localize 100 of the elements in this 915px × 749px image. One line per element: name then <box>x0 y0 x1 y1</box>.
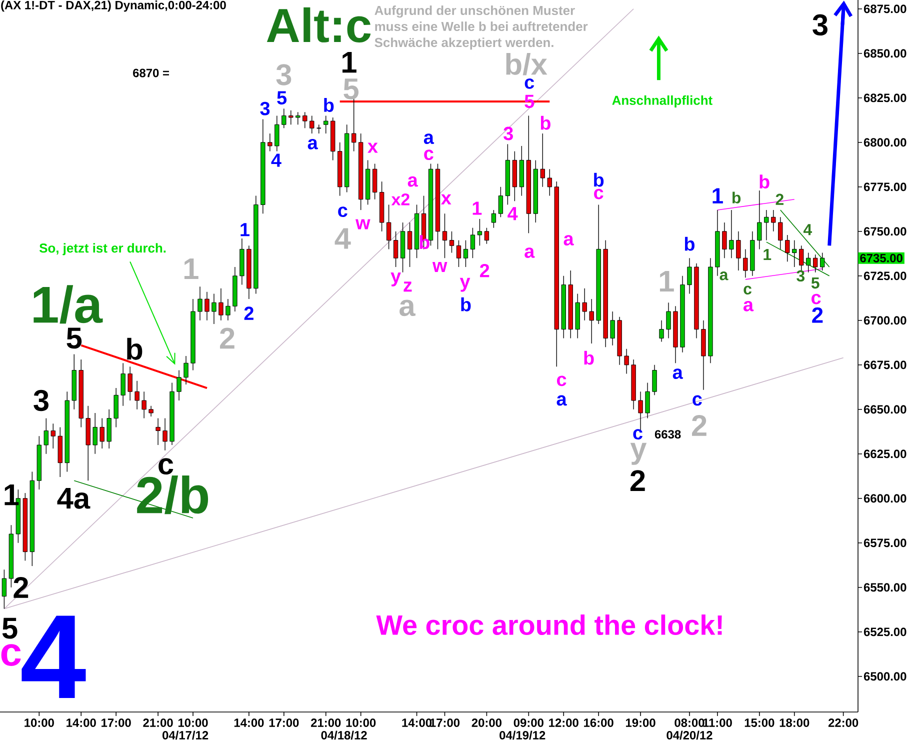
annotation: Schwäche akzeptiert werden. <box>374 38 554 50</box>
y-tick-label: 6700.00 <box>864 316 906 325</box>
annotation: muss eine Welle b bei auftretender <box>375 22 588 32</box>
annotation: Anschnallpflicht <box>612 95 712 108</box>
x-tick-label: 10:00 <box>178 718 208 727</box>
annotation: b <box>684 236 694 251</box>
annotation: y <box>460 278 470 292</box>
annotation: 5 <box>811 277 820 289</box>
annotation: We croc around the clock! <box>376 614 722 636</box>
annotation: b/x <box>506 52 548 76</box>
x-tick-label: 17:00 <box>102 718 131 727</box>
annotation: b <box>760 174 770 189</box>
x-tick-label: 14:00 <box>66 718 96 727</box>
annotation: 5 <box>66 328 82 349</box>
x-tick-label: 21:00 <box>143 718 173 727</box>
x-tick-label: 21:00 <box>310 718 341 727</box>
annotation: 2 <box>480 264 490 278</box>
y-tick-label: 6500.00 <box>864 672 906 681</box>
annotation: 1 <box>712 188 723 204</box>
text: 04/19/12 <box>500 730 546 740</box>
annotation: x <box>368 142 378 153</box>
annotation: y <box>390 272 401 286</box>
annotation: 1/a <box>34 285 103 324</box>
annotation: 1 <box>472 202 482 215</box>
annotation: 4 <box>271 154 282 167</box>
x-tick-label: 16:00 <box>584 718 614 727</box>
x-tick-label: 10:00 <box>24 718 54 727</box>
x-tick-label: 08:00 <box>674 718 704 727</box>
text: 04/17/12 <box>162 730 208 740</box>
annotation: 3 <box>796 270 805 282</box>
annotation: 2 <box>220 328 234 349</box>
text: 04/18/12 <box>321 730 367 740</box>
annotation: c <box>812 294 821 304</box>
annotation: 1 <box>342 52 356 73</box>
annotation: 4 <box>803 224 812 236</box>
x-tick-label: 19:00 <box>626 718 656 727</box>
annotation: 2 <box>630 470 645 492</box>
y-tick-label: 6825.00 <box>864 94 906 102</box>
annotation: a <box>524 248 535 258</box>
annotation: a <box>672 368 683 379</box>
x-tick-label: 22:00 <box>828 718 858 727</box>
x-tick-label: 11:00 <box>703 718 732 727</box>
annotation: 3 <box>504 126 513 140</box>
annotation: 3 <box>276 64 292 86</box>
annotation: 5 <box>277 91 287 104</box>
annotation: Aufgrund der unschönen Muster <box>374 6 575 18</box>
annotation: 5 <box>2 618 18 639</box>
x-tick-label: 09:00 <box>514 718 544 727</box>
y-tick-label: 6550.00 <box>864 583 906 592</box>
annotation: a <box>424 134 434 144</box>
annotation: c <box>633 429 642 440</box>
annotation: c <box>692 395 702 406</box>
annotation: 1 <box>184 258 198 280</box>
annotation: 3 <box>260 102 270 116</box>
y-tick-label: 6675.00 <box>864 360 906 370</box>
annotation: a <box>408 176 418 187</box>
annotation: c <box>524 78 534 89</box>
annotation: 6638 <box>654 430 681 439</box>
annotation: 1 <box>240 223 250 236</box>
y-tick-label: 6875.00 <box>864 4 906 14</box>
annotation: z <box>404 282 412 292</box>
x-tick-label: 14:00 <box>234 718 264 727</box>
annotation: c <box>744 286 752 294</box>
annotation: c <box>594 188 604 200</box>
annotation: 2/b <box>137 476 208 514</box>
annotation: a <box>308 138 318 150</box>
annotation: c <box>158 458 174 475</box>
annotation: a <box>556 395 567 406</box>
annotation: b <box>324 98 334 112</box>
annotation: c <box>556 376 566 386</box>
x-tick-label: 12:00 <box>549 718 578 727</box>
annotation: y <box>630 442 647 465</box>
annotation: 4 <box>334 228 351 249</box>
y-tick-label: 6625.00 <box>864 450 906 458</box>
annotation: c <box>1 644 21 666</box>
annotation: w <box>356 219 370 230</box>
annotation: 3 <box>34 390 48 412</box>
y-tick-label: 6775.00 <box>864 182 906 192</box>
x-tick-label: 10:00 <box>346 718 376 727</box>
annotation: a <box>744 300 754 312</box>
y-tick-label: 6600.00 <box>864 494 906 503</box>
annotation: x <box>441 194 452 204</box>
y-tick-label: 6850.00 <box>864 49 906 58</box>
annotation: a <box>564 235 574 246</box>
y-tick-label: 6725.00 <box>864 272 906 280</box>
text: 6735.00 <box>860 254 902 262</box>
annotation: 5 <box>344 78 359 100</box>
y-tick-label: 6525.00 <box>864 628 906 636</box>
annotation: 2 <box>244 306 254 320</box>
annotation: x2 <box>391 193 410 206</box>
annotation: b <box>540 116 550 130</box>
chart-title: (AX 1!-DT - DAX,21) Dynamic,0:00-24:00 <box>1 0 226 12</box>
annotation: 4 <box>508 207 518 220</box>
x-tick-label: 20:00 <box>472 718 502 727</box>
annotation: b <box>584 350 594 365</box>
annotation: 2 <box>14 576 28 598</box>
annotation: c <box>424 150 434 160</box>
annotation: w <box>432 262 448 272</box>
annotation: b <box>127 338 142 360</box>
y-tick-label: 6750.00 <box>864 227 906 236</box>
